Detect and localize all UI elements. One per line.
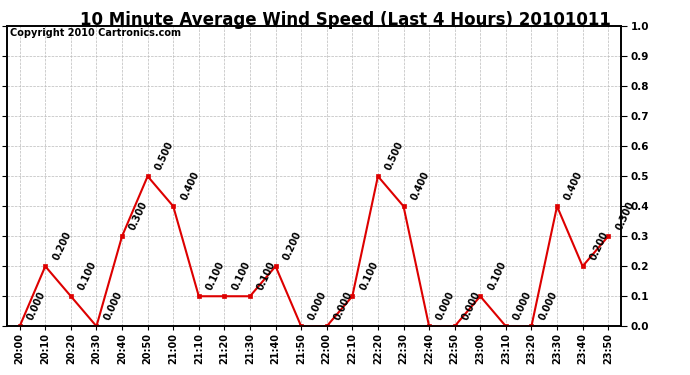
Text: 0.300: 0.300: [128, 200, 150, 232]
Text: 0.400: 0.400: [409, 170, 431, 202]
Text: 0.300: 0.300: [614, 200, 635, 232]
Text: 0.000: 0.000: [460, 290, 482, 322]
Text: 0.200: 0.200: [51, 230, 73, 262]
Text: 0.100: 0.100: [255, 260, 277, 292]
Text: 0.000: 0.000: [511, 290, 533, 322]
Text: 0.000: 0.000: [333, 290, 355, 322]
Text: 0.000: 0.000: [26, 290, 48, 322]
Text: 0.000: 0.000: [435, 290, 457, 322]
Text: 0.000: 0.000: [102, 290, 124, 322]
Text: 0.200: 0.200: [588, 230, 610, 262]
Text: 0.100: 0.100: [358, 260, 380, 292]
Text: 0.100: 0.100: [204, 260, 226, 292]
Text: Copyright 2010 Cartronics.com: Copyright 2010 Cartronics.com: [10, 28, 181, 38]
Text: 10 Minute Average Wind Speed (Last 4 Hours) 20101011: 10 Minute Average Wind Speed (Last 4 Hou…: [79, 11, 611, 29]
Text: 0.100: 0.100: [77, 260, 99, 292]
Text: 0.500: 0.500: [153, 140, 175, 172]
Text: 0.100: 0.100: [486, 260, 508, 292]
Text: 0.000: 0.000: [537, 290, 559, 322]
Text: 0.400: 0.400: [179, 170, 201, 202]
Text: 0.400: 0.400: [562, 170, 584, 202]
Text: 0.500: 0.500: [384, 140, 406, 172]
Text: 0.200: 0.200: [281, 230, 303, 262]
Text: 0.000: 0.000: [307, 290, 328, 322]
Text: 0.100: 0.100: [230, 260, 252, 292]
